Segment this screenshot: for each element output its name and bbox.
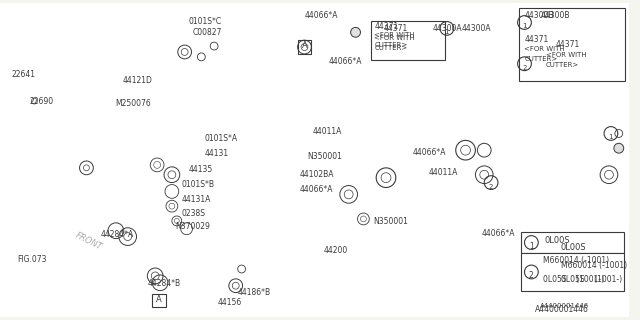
Text: N370029: N370029 xyxy=(175,222,210,231)
Text: M660014 (-1001): M660014 (-1001) xyxy=(543,256,609,265)
Text: 44066*A: 44066*A xyxy=(300,185,333,194)
Text: 44156: 44156 xyxy=(218,299,243,308)
Text: 44066*A: 44066*A xyxy=(413,148,446,157)
Text: 44131: 44131 xyxy=(204,149,228,158)
Text: <FOR WITH: <FOR WITH xyxy=(546,52,587,58)
Text: 0101S*A: 0101S*A xyxy=(204,134,237,143)
Text: 0L00S: 0L00S xyxy=(544,236,570,244)
Text: 0L05S    (1001-): 0L05S (1001-) xyxy=(543,275,604,284)
Text: 44200: 44200 xyxy=(324,246,348,255)
Text: 44371: 44371 xyxy=(384,24,408,34)
Text: 44284*A: 44284*A xyxy=(100,230,133,239)
Text: 44011A: 44011A xyxy=(428,168,458,177)
Text: 44066*A: 44066*A xyxy=(329,57,362,66)
Circle shape xyxy=(614,143,624,153)
Text: 44371: 44371 xyxy=(525,35,548,44)
Text: 22690: 22690 xyxy=(29,97,54,106)
Text: A4400001446: A4400001446 xyxy=(535,305,589,314)
Bar xyxy=(152,293,166,307)
Text: <FOR WITH: <FOR WITH xyxy=(374,32,415,38)
Text: CUTTER>: CUTTER> xyxy=(546,62,579,68)
Bar xyxy=(520,232,624,253)
Text: 0101S*C: 0101S*C xyxy=(189,17,221,26)
Text: <FOR WITH: <FOR WITH xyxy=(525,46,565,52)
Text: CUTTER>: CUTTER> xyxy=(525,56,557,62)
Bar xyxy=(298,40,311,54)
Text: 0101S*B: 0101S*B xyxy=(182,180,214,189)
Text: 2: 2 xyxy=(529,271,534,280)
Text: A: A xyxy=(301,41,307,50)
Text: FRONT: FRONT xyxy=(74,230,104,251)
Text: M250076: M250076 xyxy=(115,99,150,108)
Circle shape xyxy=(351,28,360,37)
Text: 22641: 22641 xyxy=(12,70,36,79)
Text: C00827: C00827 xyxy=(193,28,222,37)
Text: 2: 2 xyxy=(522,65,527,71)
Text: 44011A: 44011A xyxy=(312,127,342,136)
Text: 44066*A: 44066*A xyxy=(481,229,515,238)
Text: 44300A: 44300A xyxy=(432,24,462,34)
Text: 44102BA: 44102BA xyxy=(300,170,334,179)
Text: <FOR WITH: <FOR WITH xyxy=(374,35,415,41)
Text: 44186*B: 44186*B xyxy=(237,288,271,297)
Text: 44066*A: 44066*A xyxy=(305,11,338,20)
Text: N350001: N350001 xyxy=(373,217,408,226)
Text: 44284*B: 44284*B xyxy=(147,279,180,288)
Text: 0L00S: 0L00S xyxy=(561,243,586,252)
Text: 1: 1 xyxy=(609,134,613,140)
Text: 44121D: 44121D xyxy=(123,76,153,84)
Text: M660014 (-1001): M660014 (-1001) xyxy=(561,261,627,270)
Bar xyxy=(371,20,445,60)
Text: 1: 1 xyxy=(522,23,527,29)
Bar xyxy=(518,8,625,81)
Text: 44300B: 44300B xyxy=(525,11,554,20)
Text: 1: 1 xyxy=(445,29,449,35)
Text: 0238S: 0238S xyxy=(182,209,205,218)
Text: 44300B: 44300B xyxy=(540,11,570,20)
Bar xyxy=(520,253,624,291)
Text: FIG.073: FIG.073 xyxy=(18,255,47,264)
Text: A: A xyxy=(156,295,162,304)
Text: N350001: N350001 xyxy=(307,152,342,161)
Text: CUTTER>: CUTTER> xyxy=(374,42,408,48)
Text: 1: 1 xyxy=(529,242,534,251)
Text: A4400001446: A4400001446 xyxy=(540,303,589,309)
Text: CUTTER>: CUTTER> xyxy=(374,45,408,51)
Text: 44300A: 44300A xyxy=(461,24,492,34)
Text: 44371: 44371 xyxy=(374,22,399,31)
Text: 0L05S    (1001-): 0L05S (1001-) xyxy=(561,275,622,284)
Text: 44131A: 44131A xyxy=(182,195,211,204)
Text: 2: 2 xyxy=(489,183,493,189)
Text: 44371: 44371 xyxy=(556,40,580,49)
Text: 44135: 44135 xyxy=(189,165,213,174)
